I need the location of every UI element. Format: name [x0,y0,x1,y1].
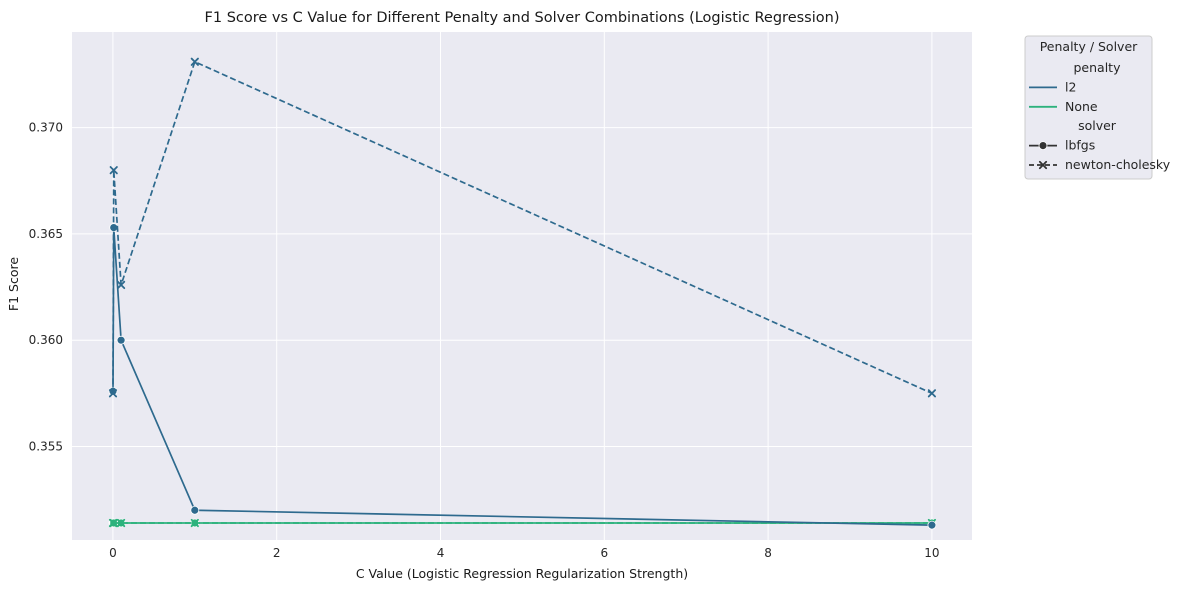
data-point-circle [190,505,200,515]
data-point-x [927,389,937,398]
data-point-x [116,280,126,290]
data-point-x [109,166,118,175]
y-tick-label: 0.365 [29,227,63,241]
legend-section-heading: penalty [1074,60,1122,75]
data-point-circle [116,335,126,345]
x-tick-label: 10 [924,546,939,560]
data-point-circle [927,520,937,530]
legend-label: l2 [1065,79,1076,94]
x-tick-label: 2 [273,546,281,560]
y-tick-label: 0.355 [29,439,63,453]
legend: Penalty / Solver penalty l2 None solver lbfgs… [1024,35,1171,180]
legend-entry: l2 [1029,79,1076,94]
legend-box [1024,35,1153,180]
legend-label: lbfgs [1065,138,1095,153]
legend-title: Penalty / Solver [1040,39,1138,54]
chart-title: F1 Score vs C Value for Different Penalt… [205,10,840,26]
y-tick-label: 0.370 [29,121,63,135]
legend-marker-circle [1038,141,1048,151]
y-tick-label: 0.360 [29,333,63,347]
y-axis-ticks: 0.355 0.360 0.365 0.370 [29,121,63,454]
data-point-x [109,518,118,528]
series-none-newton-cholesky [108,518,937,528]
data-point-x [108,389,118,398]
x-axis-ticks: 0 2 4 6 8 10 [109,546,939,560]
series-l2-newton-cholesky [108,57,937,398]
grid-lines [72,32,972,540]
data-point-x [116,518,126,528]
legend-label: None [1065,99,1098,114]
data-point-x [190,57,199,66]
legend-marker-x [1038,160,1048,170]
legend-section-heading: solver [1078,118,1117,133]
plot-area [72,32,972,540]
x-axis-label: C Value (Logistic Regression Regularizat… [356,566,688,581]
x-tick-label: 8 [764,546,772,560]
legend-entry: lbfgs [1029,138,1095,153]
legend-entry: newton-cholesky [1029,157,1171,172]
legend-label: newton-cholesky [1065,157,1171,172]
x-tick-label: 6 [600,546,608,560]
y-axis-label: F1 Score [6,257,21,311]
legend-entry: None [1029,99,1098,114]
data-point-x [190,518,199,528]
series-layer [108,57,937,530]
x-tick-label: 4 [437,546,445,560]
x-tick-label: 0 [109,546,117,560]
